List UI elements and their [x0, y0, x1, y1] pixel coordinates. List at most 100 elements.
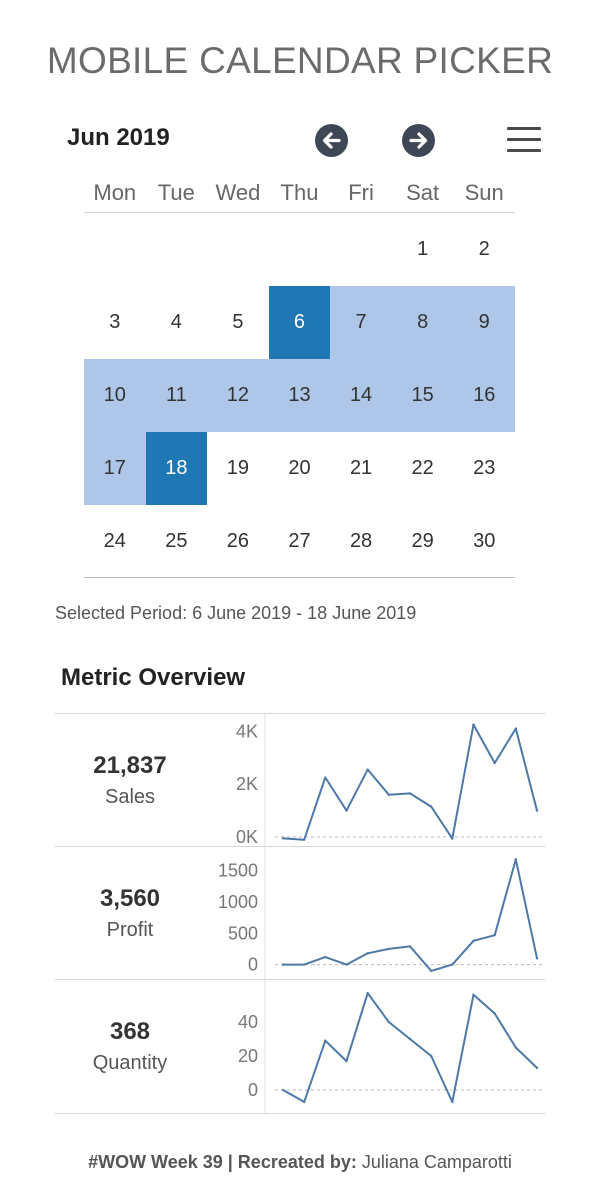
metric-label: Profit [106, 919, 154, 941]
data-point [429, 1054, 433, 1058]
data-point [281, 837, 285, 840]
y-tick-label: 500 [228, 923, 258, 943]
data-point [366, 952, 369, 955]
calendar-day-20[interactable]: 20 [288, 457, 311, 479]
quantity-sparkline: 40 20 0 [238, 980, 545, 1113]
data-point [535, 957, 539, 960]
data-point [451, 963, 454, 966]
data-point [345, 1059, 348, 1063]
calendar-day-4[interactable]: 4 [170, 311, 182, 333]
sales-sparkline: 4K 2K 0K [236, 714, 545, 847]
calendar-day-17[interactable]: 17 [84, 432, 146, 505]
calendar-day-26[interactable]: 26 [226, 530, 250, 552]
y-tick-label: 0 [248, 955, 258, 975]
weekday-fri: Fri [348, 180, 374, 205]
calendar-day-13[interactable]: 13 [268, 359, 331, 432]
data-point [451, 837, 454, 840]
calendar-day-7[interactable]: 7 [330, 286, 392, 359]
weekday-wed: Wed [215, 180, 261, 205]
weekday-header: Mon Tue Wed Thu Fri Sat Sun [84, 180, 515, 213]
data-point [366, 991, 369, 995]
data-point [387, 793, 391, 796]
data-point [472, 723, 475, 726]
data-point [281, 963, 285, 966]
calendar-day-14[interactable]: 14 [330, 359, 392, 432]
data-point [302, 963, 306, 966]
metric-label: Sales [104, 786, 156, 808]
data-point [324, 955, 327, 959]
calendar-day-10[interactable]: 10 [84, 359, 146, 432]
hamburger-menu-icon [507, 149, 541, 152]
data-point [535, 809, 539, 812]
calendar-day-5[interactable]: 5 [232, 311, 244, 333]
calendar-day-24[interactable]: 24 [103, 530, 126, 552]
calendar-day-6[interactable]: 6 [268, 286, 331, 359]
calendar-day-27[interactable]: 27 [288, 530, 311, 552]
metric-value: 3,560 [99, 885, 161, 912]
metric-row-profit: 3,560 Profit 1500 1000 500 0 [55, 846, 545, 980]
calendar-day-29[interactable]: 29 [411, 530, 434, 552]
metric-row-quantity: 368 Quantity 40 20 0 [55, 979, 545, 1114]
weekday-mon: Mon [93, 180, 137, 205]
weekday-thu: Thu [280, 180, 319, 205]
calendar-day-15[interactable]: 15 [391, 359, 454, 432]
y-tick-label: 1000 [218, 892, 258, 912]
weekday-tue: Tue [157, 180, 195, 205]
calendar-day-28[interactable]: 28 [349, 530, 373, 552]
metric-overview-title: Metric Overview [61, 664, 246, 691]
series-line [282, 723, 538, 841]
calendar-day-1[interactable]: 1 [417, 238, 429, 260]
next-month-button[interactable] [402, 124, 435, 157]
y-tick-label: 0 [248, 1080, 258, 1100]
calendar-day-2[interactable]: 2 [478, 238, 490, 260]
metric-value: 368 [109, 1018, 151, 1045]
data-point [493, 761, 496, 765]
calendar-day-11[interactable]: 11 [145, 359, 208, 432]
calendar-day-23[interactable]: 23 [473, 457, 496, 479]
calendar-day-30[interactable]: 30 [473, 530, 496, 552]
metric-label: Quantity [92, 1052, 168, 1074]
footer: #WOW Week 39 | Recreated by: Juliana Cam… [0, 1152, 600, 1173]
y-tick-label: 1500 [218, 861, 258, 881]
data-point [408, 945, 412, 948]
series-line [282, 992, 538, 1103]
y-tick-label: 2K [236, 774, 258, 794]
data-point [451, 1100, 454, 1104]
menu-button[interactable] [507, 127, 541, 154]
arrow-left-circle-icon [322, 132, 341, 149]
calendar-day-22[interactable]: 22 [411, 457, 434, 479]
metric-row-sales: 21,837 Sales 4K 2K 0K [55, 713, 545, 847]
weekday-sun: Sun [464, 180, 504, 205]
data-point [472, 993, 475, 996]
data-point [302, 1100, 306, 1104]
y-tick-label: 0K [236, 827, 258, 847]
data-point [408, 1037, 412, 1041]
calendar-divider [84, 577, 515, 578]
calendar-day-12[interactable]: 12 [207, 359, 269, 432]
data-point [429, 969, 433, 973]
calendar-day-25[interactable]: 25 [165, 530, 188, 552]
y-tick-label: 4K [236, 721, 258, 741]
calendar-day-9[interactable]: 9 [453, 286, 515, 359]
footer-tag: #WOW Week 39 | Recreated by: [88, 1152, 357, 1172]
data-point [387, 1020, 391, 1024]
data-point [324, 776, 327, 779]
data-point [514, 858, 518, 861]
data-point [535, 1066, 539, 1070]
calendar-day-21[interactable]: 21 [349, 457, 373, 479]
profit-sparkline: 1500 1000 500 0 [218, 847, 545, 980]
page-title: MOBILE CALENDAR PICKER [46, 40, 554, 81]
calendar-grid: 1 2 3 4 5 6 7 8 9 10 11 12 13 14 15 16 17 18 19 20 21 22 23 24 2… [84, 213, 515, 577]
calendar-day-8[interactable]: 8 [391, 286, 454, 359]
arrow-right-circle-icon [409, 132, 428, 149]
data-point [345, 963, 348, 966]
prev-month-button[interactable] [315, 124, 348, 157]
calendar-day-3[interactable]: 3 [109, 311, 121, 333]
calendar-day-16[interactable]: 16 [453, 359, 515, 432]
data-point [472, 939, 475, 943]
calendar-day-19[interactable]: 19 [226, 457, 250, 479]
hamburger-menu-icon [507, 127, 541, 130]
data-point [281, 1088, 285, 1092]
calendar-day-18[interactable]: 18 [145, 432, 208, 505]
hamburger-menu-icon [507, 138, 541, 141]
